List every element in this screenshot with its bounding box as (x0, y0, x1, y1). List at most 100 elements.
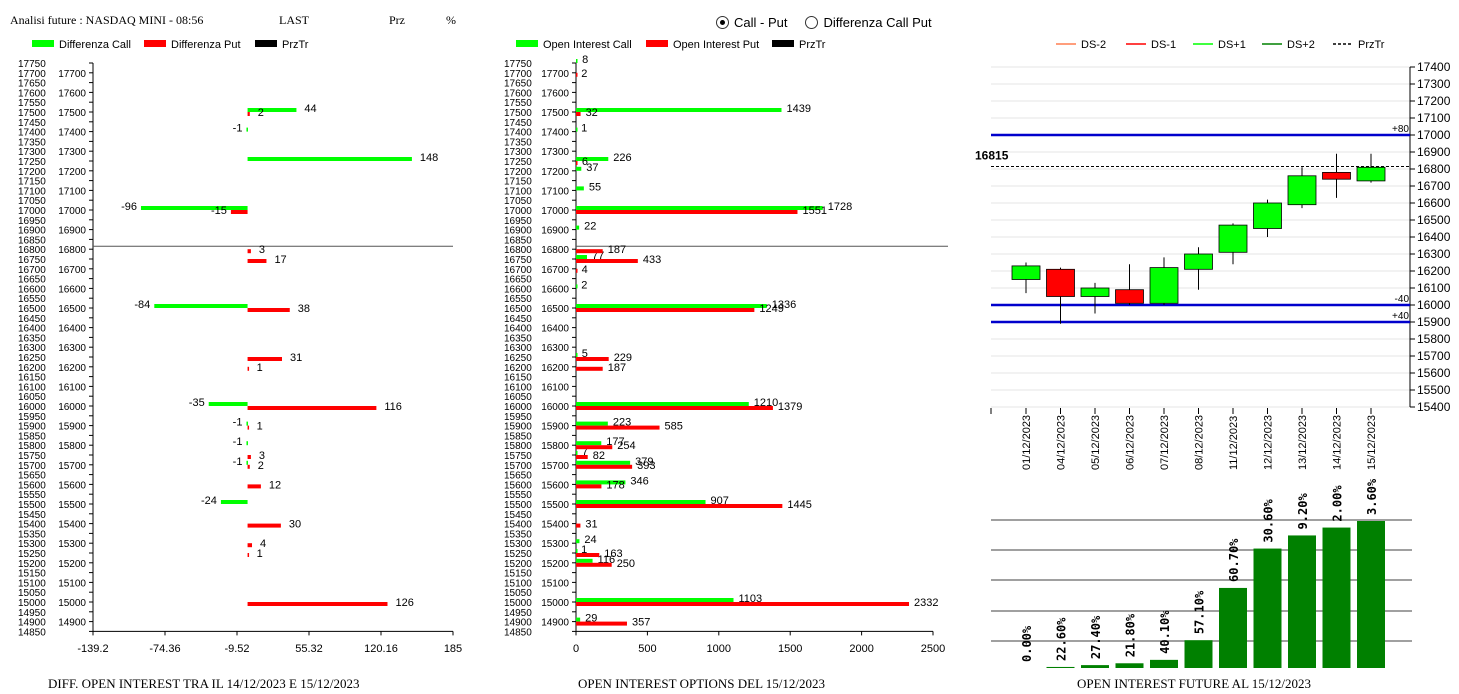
future-bar (1219, 587, 1247, 668)
strike-label-inner: 17300 (541, 147, 569, 158)
oi-bar (576, 166, 582, 171)
strike-label-outer: 15200 (504, 559, 532, 570)
strike-label-inner: 16100 (541, 382, 569, 393)
future-bar-label: 57.10% (1193, 590, 1207, 634)
strike-label-outer: 16400 (504, 324, 532, 335)
oi-bar (576, 268, 578, 273)
strike-label-inner: 17000 (541, 206, 569, 217)
candle-date-label: 11/12/2023 (1228, 416, 1240, 470)
oi-bar (576, 259, 638, 263)
strike-label-inner: 15300 (58, 539, 86, 550)
legend-oi-prztr-swatch (772, 40, 794, 47)
strike-label-outer: 17300 (18, 147, 46, 158)
strike-label-outer: 17100 (504, 186, 532, 197)
oi-bar (576, 598, 734, 602)
strike-label-outer: 17150 (18, 177, 46, 188)
strike-label-outer: 15850 (504, 431, 532, 442)
x-tick-label: -139.2 (77, 643, 108, 655)
diff-bar (247, 406, 377, 410)
oi-value-label: 1249 (759, 303, 783, 315)
strike-label-inner: 15900 (58, 422, 86, 433)
strike-label-inner: 15500 (541, 500, 569, 511)
future-bar (1357, 521, 1385, 668)
strike-label-outer: 16900 (504, 226, 532, 237)
candle-date-label: 12/12/2023 (1263, 415, 1275, 470)
future-bar-label: 22.60% (1055, 617, 1069, 661)
strike-label-outer: 16150 (504, 373, 532, 384)
oi-bar (576, 249, 603, 254)
strike-label-inner: 16900 (58, 226, 86, 237)
diff-bar (247, 455, 251, 459)
x-tick-label: 500 (638, 643, 656, 655)
strike-label-outer: 17550 (18, 98, 46, 109)
strike-label-outer: 15700 (18, 461, 46, 472)
diff-value-label: -24 (201, 495, 217, 507)
strike-label-outer: 14900 (18, 618, 46, 629)
oi-bar (576, 562, 612, 567)
strike-label-outer: 15750 (504, 451, 532, 462)
future-bar (1184, 640, 1213, 668)
candle-y-tick-label: 16600 (1417, 196, 1451, 210)
diff-value-label: 2 (258, 107, 264, 119)
mode-radio-group: Call - Put Differenza Call Put (716, 15, 932, 30)
radio-diff-call-put[interactable]: Differenza Call Put (805, 15, 932, 30)
oi-bar (576, 284, 578, 289)
candle-date-label: 01/12/2023 (1021, 415, 1033, 470)
oi-bar (576, 186, 584, 191)
strike-label-outer: 16150 (18, 373, 46, 384)
diff-bar (246, 421, 248, 426)
strike-label-outer: 15450 (18, 510, 46, 521)
diff-bar (247, 308, 290, 312)
strike-label-outer: 16850 (504, 235, 532, 246)
strike-label-outer: 15050 (504, 588, 532, 599)
strike-label-outer: 16900 (18, 226, 46, 237)
legend-candle-label: PrzTr (1358, 39, 1385, 51)
oi-value-label: 1439 (786, 103, 810, 115)
candle-y-tick-label: 16000 (1417, 298, 1451, 312)
strike-label-outer: 15250 (18, 549, 46, 560)
legend-candle-label: DS+1 (1218, 39, 1246, 51)
strike-label-inner: 15600 (541, 480, 569, 491)
strike-label-outer: 16200 (18, 363, 46, 374)
oi-bar (576, 484, 602, 489)
diff-bar (230, 210, 248, 214)
diff-value-label: -1 (233, 123, 243, 135)
candle-y-tick-label: 17400 (1417, 60, 1451, 74)
candle-y-tick-label: 15600 (1417, 366, 1451, 380)
candle-y-tick-label: 16500 (1417, 213, 1451, 227)
diff-bar (246, 460, 248, 465)
strike-label-outer: 15400 (504, 520, 532, 531)
strike-label-inner: 17600 (58, 88, 86, 99)
candle-body (1046, 268, 1075, 297)
oi-value-label: 1445 (787, 499, 811, 511)
strike-label-outer: 15950 (504, 412, 532, 423)
diff-bar (247, 464, 250, 469)
oi-value-label: 2332 (914, 597, 938, 609)
oi-value-label: 1379 (778, 401, 802, 413)
strike-label-inner: 16300 (541, 343, 569, 354)
diff-bar (140, 206, 248, 210)
candle-body (1080, 287, 1110, 297)
oi-bar (576, 112, 581, 116)
candle-body (1356, 166, 1386, 182)
candle-y-tick-label: 17300 (1417, 77, 1451, 91)
strike-label-inner: 16600 (58, 284, 86, 295)
strike-label-outer: 15900 (504, 422, 532, 433)
prz-label: Prz (389, 13, 405, 27)
strike-label-outer: 15450 (504, 510, 532, 521)
strike-label-inner: 15900 (541, 422, 569, 433)
strike-label-outer: 15150 (504, 569, 532, 580)
oi-value-label: 187 (608, 362, 626, 374)
legend-oi-prztr-label: PrzTr (799, 39, 826, 51)
strike-label-inner: 16400 (58, 324, 86, 335)
diff-value-label: -1 (233, 456, 243, 468)
oi-value-label: 24 (584, 534, 596, 546)
strike-label-inner: 16800 (541, 245, 569, 256)
strike-label-outer: 16100 (504, 382, 532, 393)
strike-label-outer: 14850 (18, 627, 46, 638)
oi-bar (576, 621, 627, 626)
strike-label-inner: 15000 (541, 598, 569, 609)
radio-call-put[interactable]: Call - Put (716, 15, 787, 30)
strike-label-outer: 17700 (18, 69, 46, 80)
diff-bar (247, 259, 267, 263)
